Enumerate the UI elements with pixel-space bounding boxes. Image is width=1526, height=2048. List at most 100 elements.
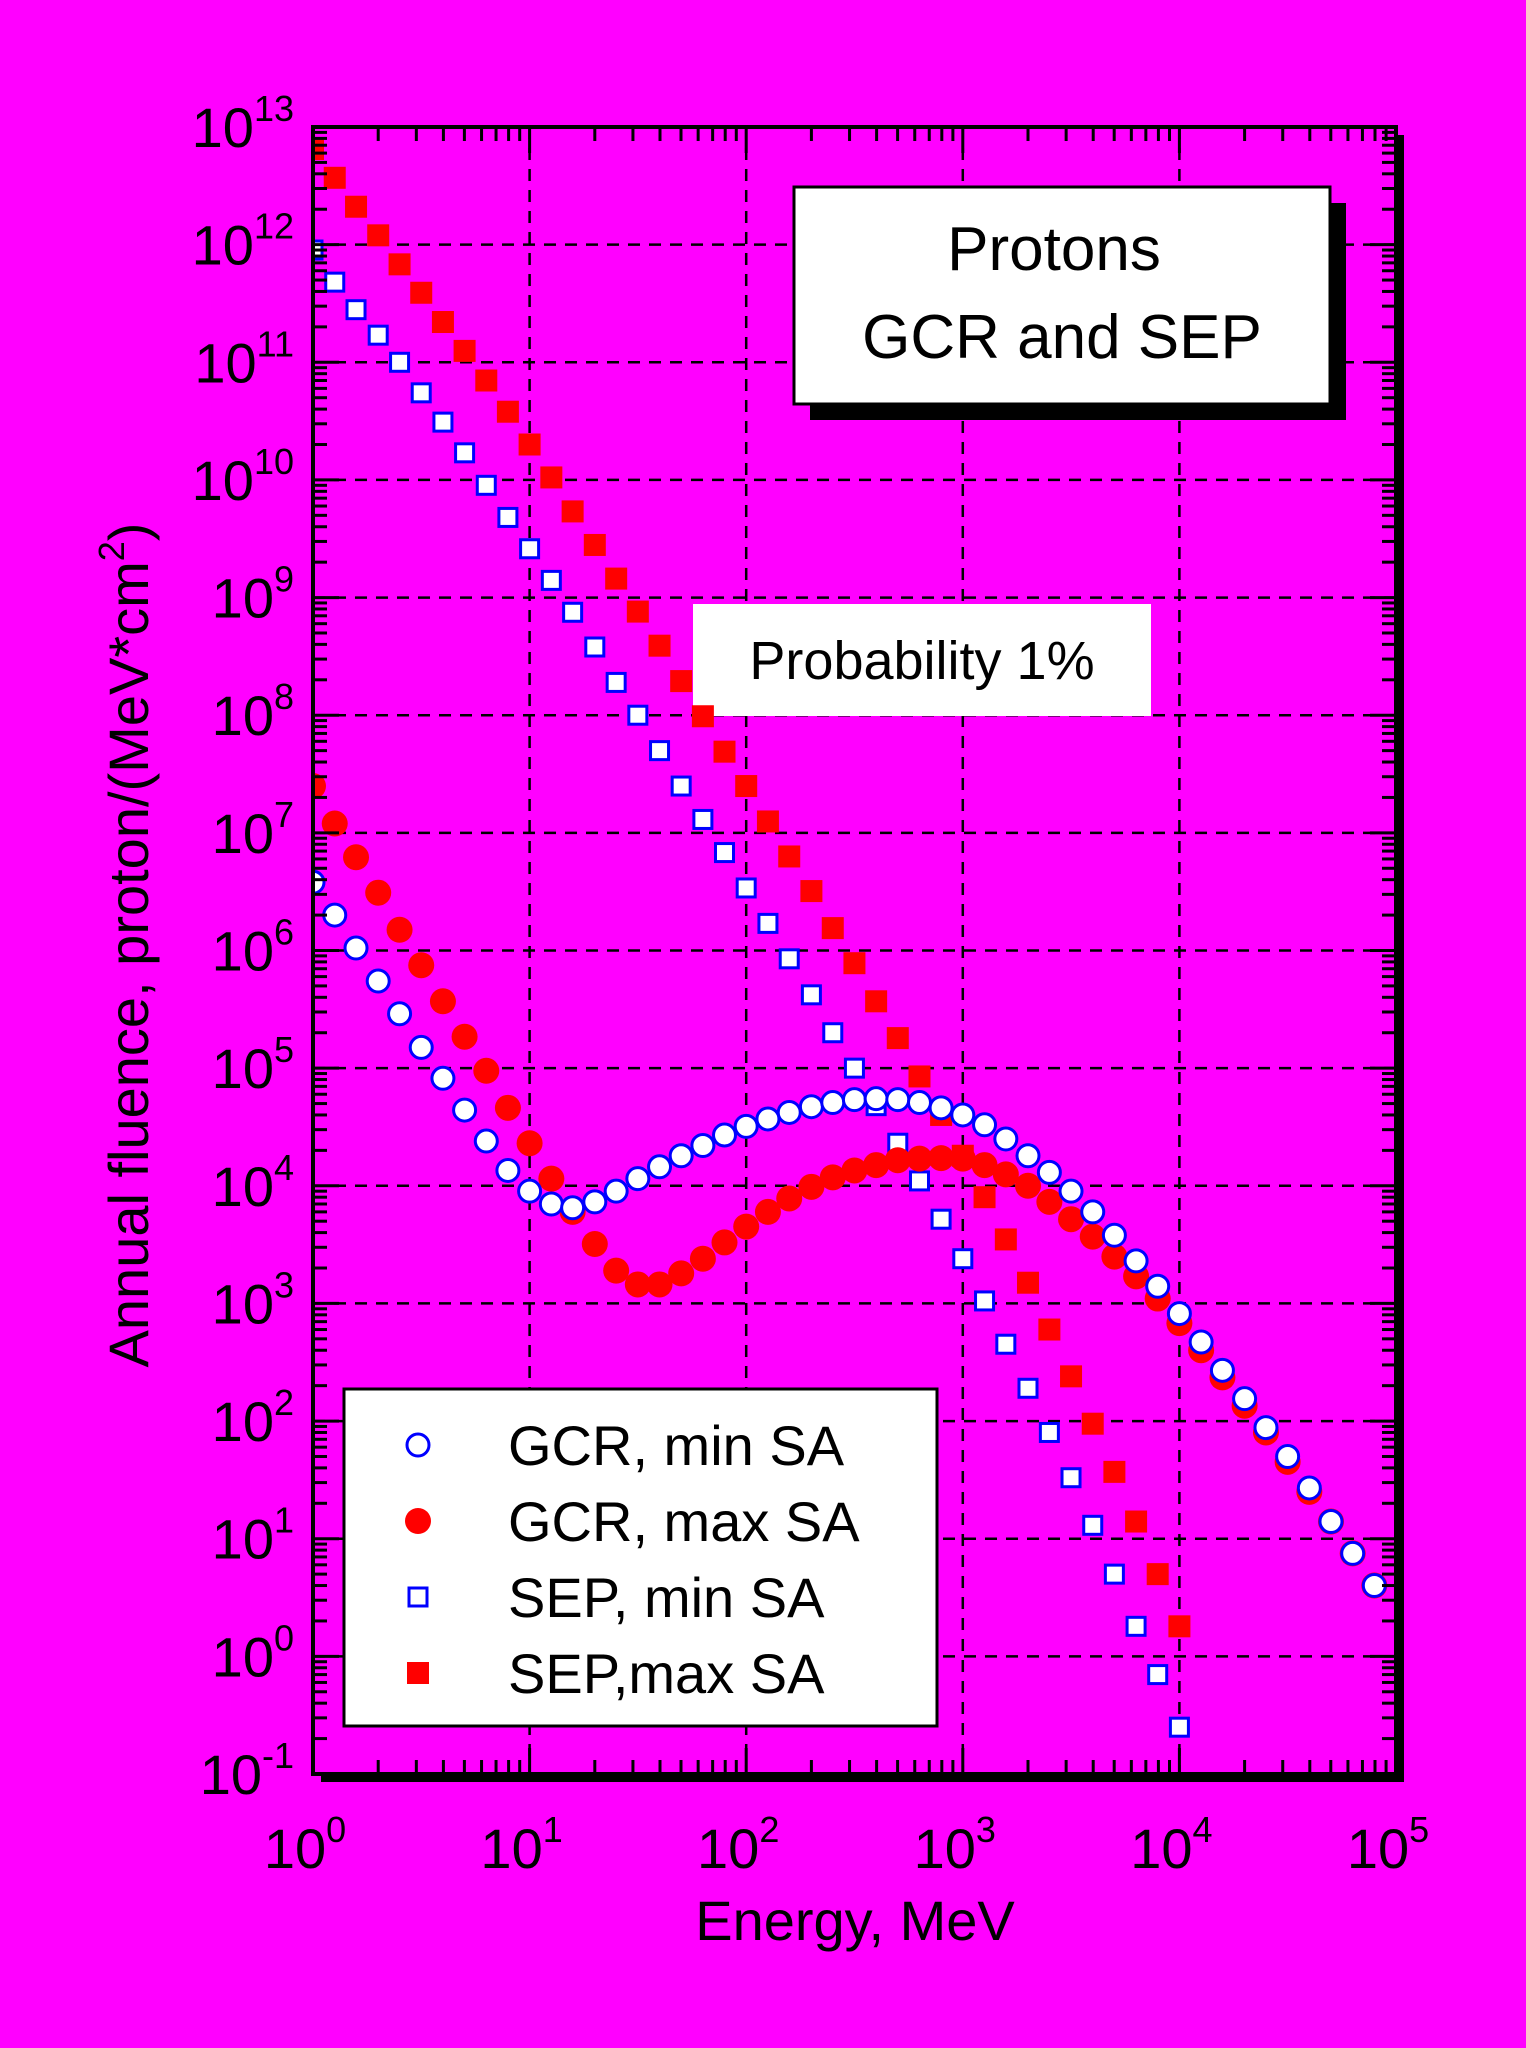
legend-frame [342,1387,939,1728]
data-point [668,1260,695,1287]
data-point [885,1087,911,1113]
data-point [1145,1273,1171,1299]
data-point [691,705,714,728]
legend-item: SEP,max SA [407,1642,825,1705]
data-point [754,1198,781,1225]
y-tick-label-base: 10 [212,920,274,983]
data-point [495,1157,521,1183]
data-point [820,1090,846,1116]
y-tick-label-exponent: 4 [274,1147,294,1188]
data-point [714,842,736,864]
legend-marker [405,1432,431,1458]
annotation-probability: Probability 1% [749,631,1094,691]
data-point [1101,1243,1128,1270]
y-tick-label-base: 10 [212,1625,274,1688]
data-point [690,1133,716,1159]
data-point [473,1057,500,1084]
data-point [452,1097,478,1123]
x-tick-label-base: 10 [480,1817,542,1880]
y-tick-label: 1012 [192,206,294,277]
legend-items: GCR, min SA GCR, max SA SEP, min SA SEP,max… [405,1414,860,1705]
y-axis-label-close: ) [97,523,160,542]
series-square-filled [313,138,1191,1638]
data-point [1060,1365,1083,1388]
y-tick-label-base: 10 [212,684,274,747]
data-point [733,1213,760,1240]
data-point [562,601,584,623]
data-point [581,1231,608,1258]
data-point [1166,1301,1192,1327]
data-point [1147,1664,1169,1686]
legend-label: SEP, min SA [508,1566,825,1629]
y-tick-label-base: 10 [192,449,254,512]
y-tick-label-exponent: 7 [274,794,294,835]
data-point [1079,1223,1106,1250]
data-point [670,775,692,797]
data-point [757,912,779,934]
data-point [475,369,498,392]
y-tick-label-base: 10 [194,331,256,394]
data-point [1103,1563,1125,1585]
x-tick-label-base: 10 [697,1817,759,1880]
data-point [432,411,454,433]
y-axis-label: Annual fluence, proton/(MeV*cm2) [91,523,160,1368]
y-tick-label: 108 [212,676,294,747]
y-tick-label-exponent: 2 [274,1382,294,1423]
data-point [494,1094,521,1121]
title-box-frame [792,185,1332,406]
data-point [518,433,541,456]
data-point [584,636,606,658]
data-point [930,1208,952,1230]
data-point [387,1001,413,1027]
data-point [1340,1540,1366,1566]
y-tick-label-base: 10 [212,1508,274,1571]
y-tick-label: 1010 [192,441,294,512]
y-tick-label-exponent: 6 [274,912,294,953]
data-point [950,1102,976,1128]
data-point [626,600,649,623]
data-point [1209,1357,1235,1383]
y-tick-label: 106 [212,912,294,983]
x-tick-label: 101 [480,1809,562,1880]
x-tick-label-base: 10 [914,1817,976,1880]
data-point [689,1245,716,1272]
x-tick-label-exponent: 4 [1193,1809,1213,1850]
data-point [540,466,563,489]
y-tick-label-exponent: 11 [257,323,294,364]
data-point [496,400,519,423]
x-tick-label-base: 10 [1130,1817,1192,1880]
y-tick-labels: 10-1100101102103104105106107108109101010… [192,88,294,1806]
data-point [627,704,649,726]
data-point [313,773,326,800]
data-point [345,299,367,321]
data-point [841,1157,868,1184]
data-point [410,382,432,404]
y-tick-label: 109 [212,559,294,630]
data-point [735,775,758,798]
y-tick-label-exponent: 8 [274,676,294,717]
data-point [647,1154,673,1180]
data-point [431,311,454,334]
y-tick-label-base: 10 [212,1272,274,1335]
data-point [668,1143,694,1169]
data-point [1038,1421,1060,1443]
data-point [886,1027,909,1050]
data-point [995,1333,1017,1355]
data-point [605,567,628,590]
data-point [733,1113,759,1139]
x-tick-label-exponent: 2 [759,1809,779,1850]
y-axis-label-main: Annual fluence, proton/(MeV*cm [97,561,160,1367]
data-point [1036,1188,1063,1215]
x-tick-label: 102 [697,1809,779,1880]
data-point [1168,1615,1191,1638]
data-point [1146,1563,1169,1586]
y-tick-label-exponent: 9 [274,559,294,600]
data-point [582,1189,608,1215]
data-point [497,506,519,528]
y-tick-label-exponent: 3 [274,1264,294,1305]
y-tick-label: 102 [212,1382,294,1453]
legend-label: SEP,max SA [508,1642,825,1705]
data-point [313,138,324,161]
data-point [473,1128,499,1154]
data-point [1232,1386,1258,1412]
